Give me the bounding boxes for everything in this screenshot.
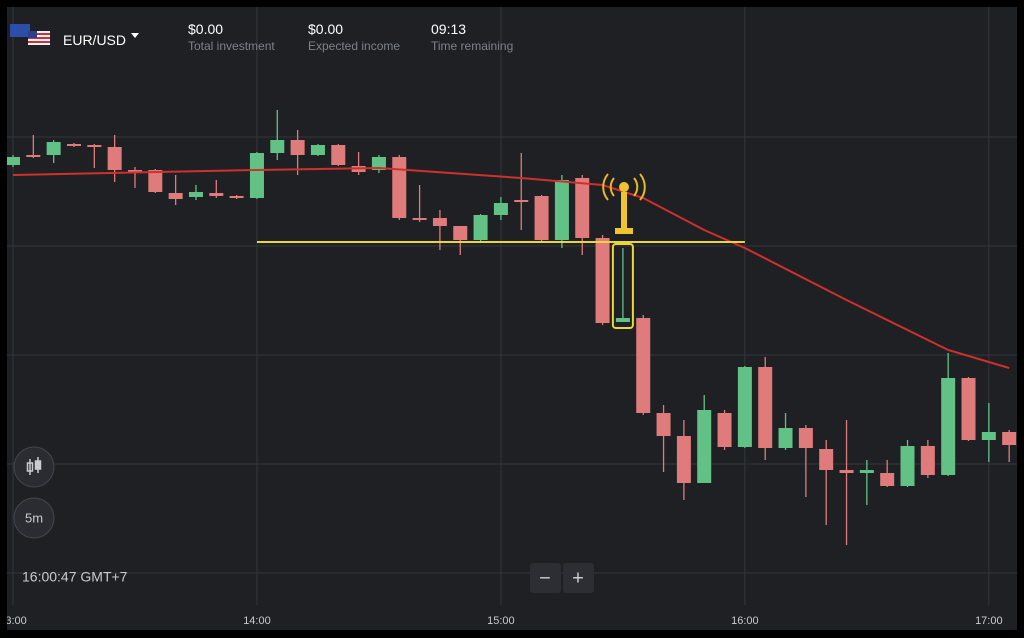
chart-background (7, 7, 1017, 630)
candle-body (595, 238, 610, 323)
candle-body (636, 318, 651, 413)
candle-body (7, 157, 20, 165)
candle-body (127, 170, 142, 172)
candle-body (717, 413, 732, 447)
candle-body (737, 367, 752, 447)
x-tick-label: 17:00 (975, 615, 1003, 627)
zoom-out-button[interactable] (530, 563, 561, 593)
plot: 13:00 14:00 15:00 16:00 17:00 (0, 110, 1017, 627)
candle-body (981, 432, 996, 440)
candle-body (26, 155, 41, 157)
candle-body (371, 157, 386, 170)
pair-flags (10, 24, 50, 45)
signal-icon (602, 173, 646, 234)
candle-body (229, 196, 244, 198)
moving-average (12, 166, 1010, 369)
candle-body (880, 473, 895, 486)
candle-body (575, 178, 590, 238)
candle-body (615, 318, 630, 322)
zoom-out-label: − (539, 567, 551, 589)
candle-body (453, 226, 468, 240)
candle-body (778, 428, 793, 448)
stat-value: $0.00 (308, 21, 344, 37)
timeframe-button[interactable] (13, 497, 55, 539)
stat-label: Time remaining (431, 39, 514, 53)
candle-body (656, 413, 671, 436)
x-tick-label: 13:00 (0, 615, 27, 627)
candle-body (392, 157, 407, 218)
candle-body (920, 446, 935, 475)
chart-type-button[interactable] (13, 446, 55, 488)
candle-body (87, 145, 102, 147)
candle-body (168, 193, 183, 199)
candle-body (900, 446, 915, 486)
candle-body (270, 140, 285, 153)
candle-body (290, 140, 305, 155)
candle-body (554, 180, 569, 240)
stat-value: $0.00 (188, 21, 224, 37)
candle-highlight (611, 243, 634, 329)
candle-body (66, 144, 81, 146)
candle-body (493, 203, 508, 215)
x-tick-label: 14:00 (243, 615, 271, 627)
grid (7, 7, 1017, 605)
candle-body (961, 378, 976, 440)
candle-body (1002, 432, 1017, 445)
candle-body (310, 145, 325, 155)
clock: 16:00:47 GMT+7 (22, 569, 128, 585)
candle-body (534, 196, 549, 240)
candle-body (676, 436, 691, 483)
candle-body (514, 200, 529, 202)
pair-name[interactable]: EUR/USD (63, 32, 127, 48)
candle-body (209, 193, 224, 196)
stat-label: Total investment (188, 39, 275, 53)
candle-body (697, 410, 712, 483)
candle-body (412, 218, 427, 220)
candle-body (331, 145, 346, 165)
stat-label: Expected income (308, 39, 401, 53)
stat-value: 09:13 (431, 21, 467, 37)
x-tick-label: 15:00 (487, 615, 515, 627)
candle-body (758, 367, 773, 448)
candle-body (107, 147, 122, 170)
candle-body (473, 215, 488, 240)
candle-body (46, 142, 61, 155)
candle-body (819, 449, 834, 470)
candle-body (432, 218, 447, 226)
candle-body (249, 153, 264, 198)
candle-body (188, 192, 203, 197)
x-tick-label: 16:00 (731, 615, 759, 627)
candle-body (941, 378, 956, 475)
zoom-in-label: + (572, 567, 584, 589)
candle-body (839, 470, 854, 473)
candle-body (148, 170, 163, 192)
candle-body (798, 428, 813, 448)
pair-dropdown[interactable] (131, 33, 139, 38)
candle-body (859, 470, 874, 473)
timeframe-label: 5m (25, 510, 43, 525)
zoom-in-button[interactable] (563, 563, 594, 593)
candle-icon (26, 457, 42, 475)
